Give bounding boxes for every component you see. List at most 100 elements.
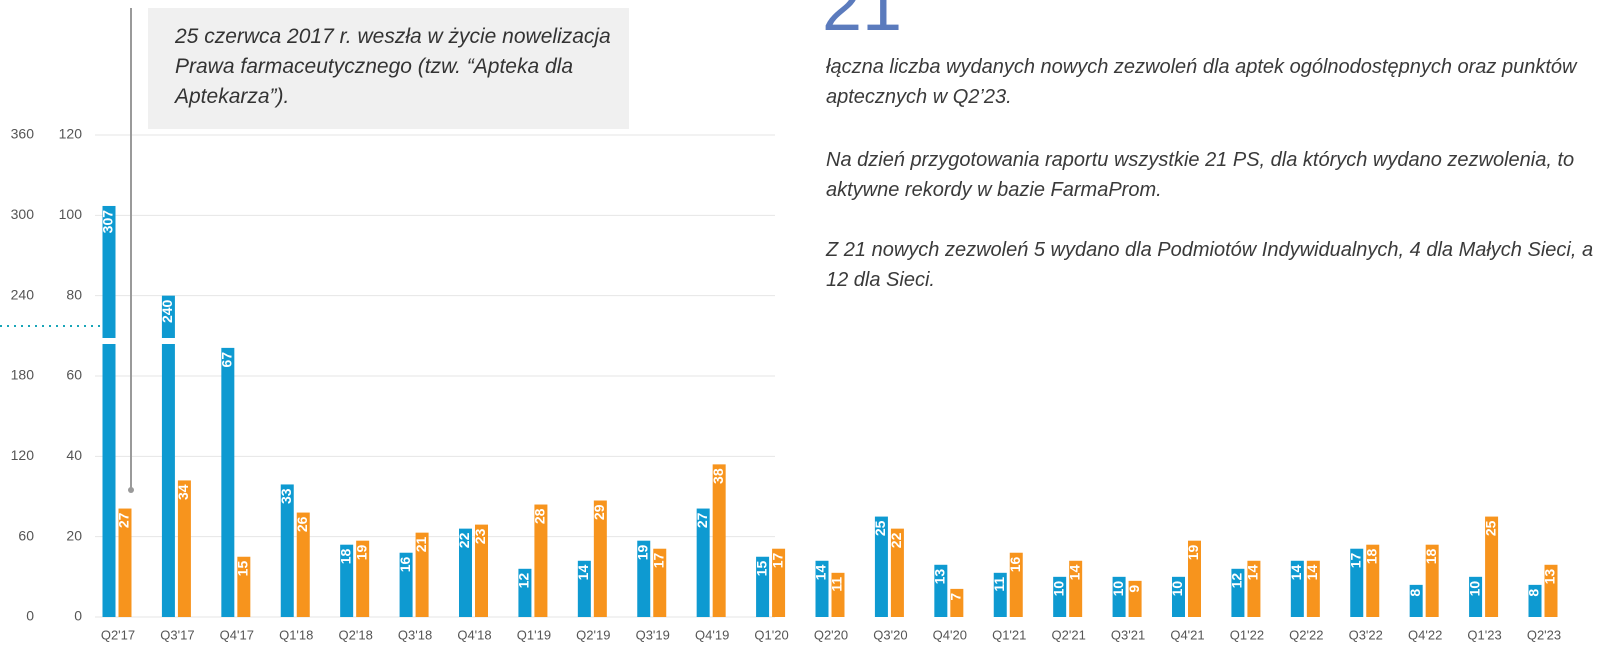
bar-label: 33 xyxy=(278,488,294,504)
bar-label: 16 xyxy=(1007,557,1023,573)
bar xyxy=(1247,560,1261,617)
bar xyxy=(1528,584,1542,617)
bar xyxy=(1485,516,1499,617)
bar-label: 12 xyxy=(516,573,532,589)
x-tick-label: Q3'18 xyxy=(398,627,432,642)
x-tick-label: Q2'22 xyxy=(1289,627,1323,642)
bar-label: 38 xyxy=(710,468,726,484)
bar-label: 8 xyxy=(1407,589,1423,597)
y-tick-label: 120 xyxy=(59,126,83,142)
bar-label: 19 xyxy=(353,544,369,560)
bar-label: 10 xyxy=(1169,581,1185,597)
bar-label: 13 xyxy=(932,569,948,585)
bar xyxy=(1544,564,1558,617)
bar-label: 10 xyxy=(1466,581,1482,597)
note: Na dzień przygotowania raportu wszystkie… xyxy=(826,149,1575,201)
bar xyxy=(1306,560,1320,617)
bar xyxy=(637,540,651,617)
bar-label: 14 xyxy=(1288,565,1304,581)
bar xyxy=(831,572,845,617)
bar xyxy=(577,560,591,617)
x-tick-label: Q3'20 xyxy=(873,627,907,642)
bar-label: 12 xyxy=(1229,573,1245,589)
annotation-text: 25 czerwca 2017 r. weszła w życie noweli… xyxy=(175,25,611,108)
x-tick-label: Q1'23 xyxy=(1467,627,1501,642)
bar-label: 17 xyxy=(650,553,666,569)
x-tick-label: Q4'17 xyxy=(220,627,254,642)
highlight-number: 21 xyxy=(822,0,903,46)
note: łączna liczba wydanych nowych zezwoleń d… xyxy=(826,56,1577,108)
bar-label: 307 xyxy=(100,210,116,234)
bar xyxy=(696,508,710,617)
bar xyxy=(1231,568,1245,617)
annotation-dot xyxy=(128,487,134,493)
bar xyxy=(1128,580,1142,617)
y2-tick-label: 180 xyxy=(11,367,35,383)
y-tick-label: 0 xyxy=(74,608,82,624)
bar-label: 7 xyxy=(948,593,964,601)
bar-label: 25 xyxy=(872,520,888,536)
x-tick-label: Q2'23 xyxy=(1527,627,1561,642)
bar xyxy=(399,552,413,617)
x-tick-label: Q3'19 xyxy=(636,627,670,642)
bar xyxy=(237,556,251,617)
bar xyxy=(1409,584,1423,617)
x-tick-label: Q1'18 xyxy=(279,627,313,642)
x-tick-label: Q4'19 xyxy=(695,627,729,642)
bar xyxy=(653,548,667,617)
bar-label: 15 xyxy=(753,561,769,577)
bar xyxy=(1053,576,1067,617)
bar-label: 8 xyxy=(1526,589,1542,597)
y2-tick-label: 240 xyxy=(11,286,35,302)
x-tick-label: Q2'19 xyxy=(576,627,610,642)
bar xyxy=(1366,544,1380,617)
bar-label: 13 xyxy=(1542,569,1558,585)
bar xyxy=(177,480,191,617)
bar-label: 67 xyxy=(219,352,235,368)
bar-label: 15 xyxy=(235,561,251,577)
bar xyxy=(118,508,132,617)
bar-label: 22 xyxy=(888,532,904,548)
bar xyxy=(296,512,310,617)
bar-label: 19 xyxy=(1185,544,1201,560)
y2-tick-label: 360 xyxy=(11,126,35,142)
bar-label: 22 xyxy=(456,532,472,548)
bar xyxy=(459,528,472,617)
bar-label: 19 xyxy=(634,544,650,560)
bar xyxy=(1290,560,1304,617)
bar-label: 11 xyxy=(991,577,1007,592)
bar-label: 27 xyxy=(694,512,710,528)
y-tick-label: 40 xyxy=(66,447,82,463)
y2-tick-label: 300 xyxy=(11,206,35,222)
bar-label: 17 xyxy=(1347,553,1363,569)
x-tick-label: Q4'20 xyxy=(933,627,967,642)
bar xyxy=(1112,576,1126,617)
bar-label: 23 xyxy=(472,528,488,544)
y-tick-label: 60 xyxy=(66,367,82,383)
x-tick-label: Q1'20 xyxy=(754,627,788,642)
bar-label: 18 xyxy=(1423,548,1439,564)
x-tick-label: Q2'21 xyxy=(1052,627,1086,642)
bar xyxy=(1188,540,1201,617)
axis-break xyxy=(160,338,176,344)
bar-label: 16 xyxy=(397,557,413,573)
x-tick-label: Q4'22 xyxy=(1408,627,1442,642)
bar xyxy=(161,295,175,617)
bar xyxy=(356,540,370,617)
y2-tick-label: 120 xyxy=(11,447,35,463)
bar-label: 11 xyxy=(829,577,845,592)
grid xyxy=(95,134,775,618)
bar-label: 29 xyxy=(591,504,607,520)
bar xyxy=(934,564,948,617)
x-tick-label: Q3'17 xyxy=(160,627,194,642)
x-tick-label: Q2'20 xyxy=(814,627,848,642)
bar-label: 18 xyxy=(337,548,353,564)
bar-label: 26 xyxy=(294,516,310,532)
bar xyxy=(1425,544,1439,617)
bar xyxy=(534,504,548,617)
bar-label: 14 xyxy=(1245,565,1261,581)
bar-label: 14 xyxy=(575,565,591,581)
bar-label: 27 xyxy=(116,512,132,528)
